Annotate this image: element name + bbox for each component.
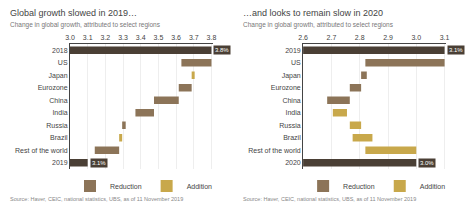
svg-text:Change in global growth, attri: Change in global growth, attributed to s…: [243, 21, 394, 29]
svg-text:Reduction: Reduction: [343, 183, 375, 190]
svg-text:3.8: 3.8: [207, 34, 217, 41]
svg-text:Russia: Russia: [279, 122, 301, 129]
svg-text:China: China: [49, 97, 67, 104]
svg-text:3.7: 3.7: [189, 34, 199, 41]
svg-text:3.1: 3.1: [440, 34, 450, 41]
svg-text:3.5: 3.5: [154, 34, 164, 41]
svg-text:Eurozone: Eurozone: [38, 84, 68, 91]
svg-text:2.7: 2.7: [327, 34, 337, 41]
svg-text:Source: Haver, CEIC, national: Source: Haver, CEIC, national statistics…: [10, 196, 183, 202]
svg-text:Japan: Japan: [282, 72, 301, 80]
svg-text:2019: 2019: [285, 47, 301, 54]
svg-text:China: China: [282, 97, 300, 104]
svg-text:2.6: 2.6: [298, 34, 308, 41]
svg-text:Reduction: Reduction: [110, 183, 142, 190]
svg-text:2020: 2020: [285, 159, 301, 166]
svg-text:India: India: [52, 109, 67, 116]
svg-text:3.1%: 3.1%: [92, 160, 106, 166]
svg-text:3.0: 3.0: [65, 34, 75, 41]
svg-text:3.3: 3.3: [118, 34, 128, 41]
svg-text:US: US: [58, 59, 68, 66]
svg-text:Addition: Addition: [187, 183, 212, 190]
svg-text:3.1%: 3.1%: [449, 47, 463, 53]
svg-text:Addition: Addition: [420, 183, 445, 190]
svg-text:Japan: Japan: [49, 72, 68, 80]
svg-text:3.4: 3.4: [136, 34, 146, 41]
svg-text:Source: Haver, CEIC, national: Source: Haver, CEIC, national statistics…: [243, 196, 416, 202]
svg-text:Rest of the world: Rest of the world: [15, 147, 68, 154]
svg-text:Russia: Russia: [46, 122, 68, 129]
svg-text:2018: 2018: [52, 47, 68, 54]
svg-text:Rest of the world: Rest of the world: [248, 147, 301, 154]
svg-text:Eurozone: Eurozone: [271, 84, 301, 91]
svg-text:Change in global growth, attri: Change in global growth, attributed to s…: [10, 21, 161, 29]
svg-text:2.8: 2.8: [355, 34, 365, 41]
svg-text:3.0: 3.0: [411, 34, 421, 41]
svg-text:Brazil: Brazil: [283, 134, 301, 141]
svg-text:3.1: 3.1: [83, 34, 93, 41]
svg-text:3.2: 3.2: [101, 34, 111, 41]
svg-text:3.0%: 3.0%: [420, 160, 434, 166]
svg-text:…and looks to remain slow in 2: …and looks to remain slow in 2020: [243, 8, 383, 18]
svg-text:2.9: 2.9: [383, 34, 393, 41]
svg-text:Brazil: Brazil: [50, 134, 68, 141]
svg-text:3.8%: 3.8%: [215, 47, 229, 53]
svg-text:India: India: [286, 109, 301, 116]
svg-text:2019: 2019: [52, 159, 68, 166]
svg-text:US: US: [291, 59, 301, 66]
svg-text:3.6: 3.6: [171, 34, 181, 41]
svg-text:Global growth slowed in 2019…: Global growth slowed in 2019…: [10, 8, 137, 18]
